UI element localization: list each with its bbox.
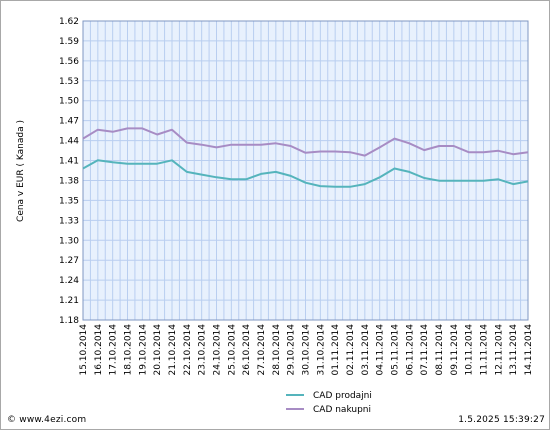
x-tick-label: 08.11.2014 <box>435 324 445 376</box>
x-tick-label: 09.11.2014 <box>450 324 460 376</box>
x-tick-label: 07.11.2014 <box>420 324 430 376</box>
y-tick-label: 1.53 <box>59 77 79 87</box>
y-tick-label: 1.27 <box>59 256 79 266</box>
x-tick-label: 19.10.2014 <box>138 324 148 376</box>
y-tick-label: 1.30 <box>59 236 79 246</box>
x-tick-label: 16.10.2014 <box>94 324 104 376</box>
y-tick-label: 1.47 <box>59 117 79 127</box>
plot-border <box>82 20 529 321</box>
x-tick-label: 02.11.2014 <box>346 324 356 376</box>
x-tick-label: 17.10.2014 <box>109 324 119 376</box>
y-tick-label: 1.18 <box>59 316 79 326</box>
x-tick-label: 31.10.2014 <box>316 324 326 376</box>
x-tick-label: 18.10.2014 <box>124 324 134 376</box>
y-tick-label: 1.35 <box>59 196 79 206</box>
y-tick-label: 1.44 <box>59 137 79 147</box>
x-tick-label: 10.11.2014 <box>465 324 475 376</box>
x-tick-label: 15.10.2014 <box>79 324 89 376</box>
y-tick-label: 1.21 <box>59 296 79 306</box>
x-tick-label: 26.10.2014 <box>242 324 252 376</box>
y-tick-label: 1.56 <box>59 57 79 67</box>
y-tick-label: 1.38 <box>59 176 79 186</box>
y-tick-label: 1.41 <box>59 157 79 167</box>
x-tick-label: 14.11.2014 <box>524 324 534 376</box>
legend-label: CAD prodajni <box>313 391 372 401</box>
x-tick-label: 06.11.2014 <box>405 324 415 376</box>
x-tick-label: 03.11.2014 <box>361 324 371 376</box>
y-tick-label: 1.33 <box>59 216 79 226</box>
x-tick-label: 04.11.2014 <box>376 324 386 376</box>
y-tick-label: 1.24 <box>59 276 79 286</box>
x-tick-label: 29.10.2014 <box>287 324 297 376</box>
timestamp: 1.5.2025 15:39:27 <box>458 415 545 425</box>
x-tick-label: 01.11.2014 <box>331 324 341 376</box>
x-tick-label: 05.11.2014 <box>391 324 401 376</box>
source-credit: © www.4ezi.com <box>7 415 87 425</box>
x-tick-label: 13.11.2014 <box>509 324 519 376</box>
x-tick-label: 27.10.2014 <box>257 324 267 376</box>
x-tick-label: 21.10.2014 <box>168 324 178 376</box>
x-tick-label: 22.10.2014 <box>183 324 193 376</box>
x-tick-label: 24.10.2014 <box>213 324 223 376</box>
x-tick-label: 20.10.2014 <box>153 324 163 376</box>
series-line-2 <box>82 127 529 157</box>
x-tick-label: 23.10.2014 <box>198 324 208 376</box>
y-tick-label: 1.62 <box>59 17 79 27</box>
x-tick-label: 12.11.2014 <box>494 324 504 376</box>
series-line-1 <box>82 159 529 188</box>
legend-label: CAD nakupni <box>313 405 371 415</box>
x-tick-label: 30.10.2014 <box>302 324 312 376</box>
y-axis-label: Cena v EUR ( Kanada ) <box>16 120 26 222</box>
y-tick-label: 1.50 <box>59 97 79 107</box>
x-tick-label: 28.10.2014 <box>272 324 282 376</box>
y-tick-label: 1.59 <box>59 37 79 47</box>
x-tick-label: 11.11.2014 <box>480 324 490 376</box>
x-tick-label: 25.10.2014 <box>227 324 237 376</box>
